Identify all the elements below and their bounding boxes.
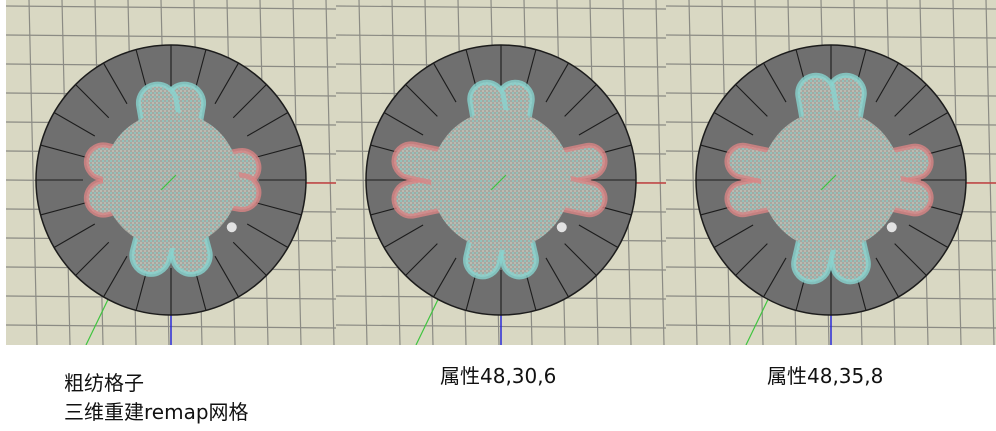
viewport-1-canvas bbox=[6, 0, 336, 345]
gear-point-cloud bbox=[724, 72, 934, 285]
caption-line-title: 粗纺格子 bbox=[64, 371, 144, 395]
viewport-3-canvas bbox=[666, 0, 996, 345]
gear-point-cloud bbox=[84, 81, 262, 277]
caption-panel-1: 粗纺格子 三维重建remap网格 bbox=[64, 369, 249, 427]
caption-panel-3: 属性48,35,8 bbox=[767, 364, 883, 388]
caption-line-title: 属性48,35,8 bbox=[767, 364, 884, 388]
caption-line-subtitle: 三维重建remap网格 bbox=[64, 400, 249, 424]
viewport-2[interactable] bbox=[336, 0, 666, 345]
viewport-1[interactable] bbox=[6, 0, 336, 345]
caption-panel-2: 属性48,30,6 bbox=[440, 364, 556, 388]
caption-line-title: 属性48,30,6 bbox=[440, 364, 557, 388]
viewport-2-canvas bbox=[336, 0, 666, 345]
gear-point-cloud bbox=[391, 79, 608, 280]
viewport-3[interactable] bbox=[666, 0, 996, 345]
